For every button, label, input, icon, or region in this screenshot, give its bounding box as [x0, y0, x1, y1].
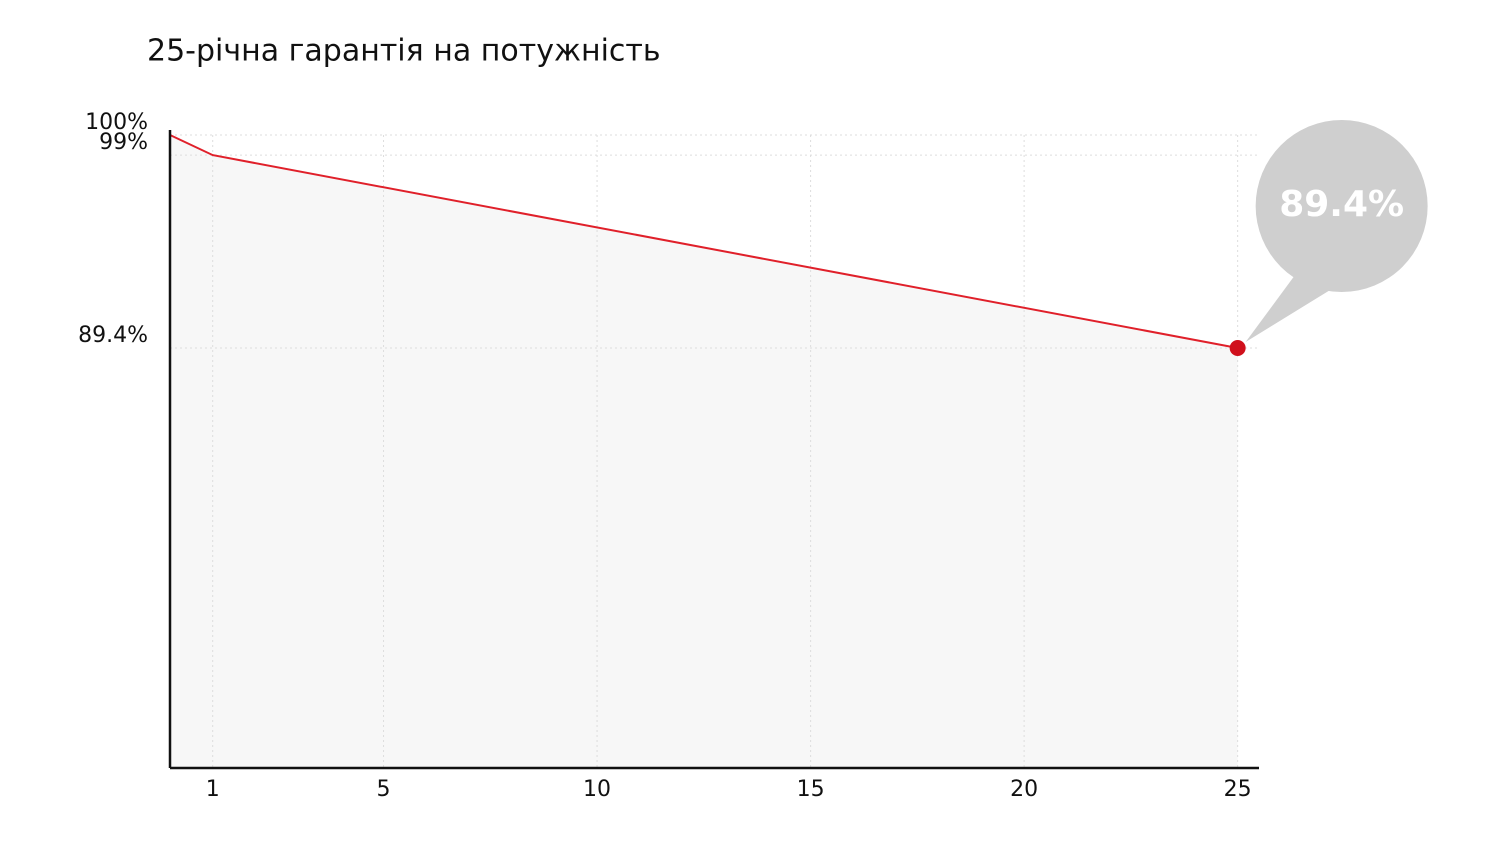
x-tick-label: 10	[583, 777, 611, 802]
line	[169, 134, 1238, 349]
x-tick-label: 20	[1010, 777, 1038, 802]
y-tick-label: 99%	[99, 130, 148, 155]
x-tick-label: 5	[377, 777, 391, 802]
y-tick-label: 100%	[85, 110, 148, 135]
chart-title: 25-річна гарантія на потужність	[147, 34, 661, 69]
data-label: 89.4%	[1279, 184, 1404, 225]
x-tick-label: 15	[797, 777, 825, 802]
x-tick-label: 1	[206, 777, 220, 802]
x-tick-label: 25	[1224, 777, 1252, 802]
callout-bubble	[1255, 120, 1428, 293]
area-fill	[170, 135, 1238, 768]
point	[1229, 340, 1246, 357]
y-tick-label: 89.4%	[78, 323, 148, 348]
